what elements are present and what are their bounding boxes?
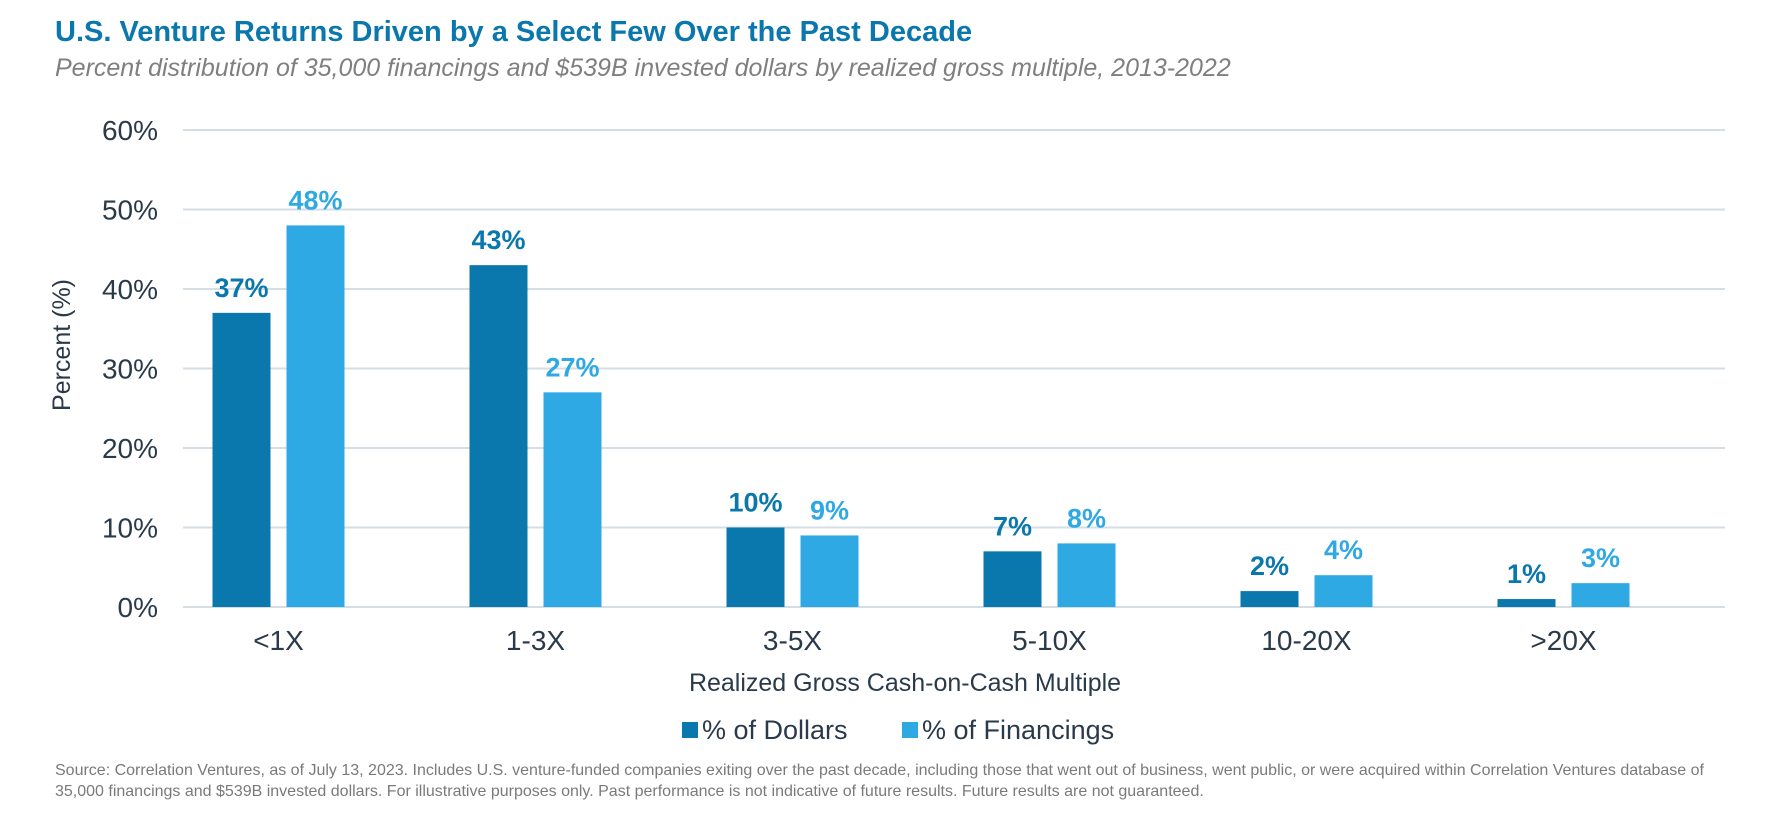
bar-dollars [469, 265, 528, 607]
bar-dollars [983, 551, 1042, 607]
legend-swatch-financings [902, 722, 918, 738]
data-label-financings: 27% [545, 352, 599, 382]
data-label-dollars: 2% [1250, 551, 1289, 581]
bar-dollars [1497, 599, 1556, 607]
chart-title: U.S. Venture Returns Driven by a Select … [55, 16, 973, 48]
data-label-financings: 3% [1581, 543, 1620, 573]
data-label-financings: 9% [810, 495, 849, 525]
bar-dollars [726, 527, 785, 607]
bar-financings [1571, 583, 1630, 607]
data-label-dollars: 7% [993, 511, 1032, 541]
x-tick-label: 3-5X [763, 625, 822, 656]
source-footnote: Source: Correlation Ventures, as of July… [55, 762, 1704, 800]
data-label-financings: 8% [1067, 503, 1106, 533]
y-tick-label: 60% [102, 115, 158, 146]
data-label-dollars: 37% [214, 273, 268, 303]
legend-label-financings: % of Financings [922, 715, 1114, 745]
y-tick-label: 10% [102, 513, 158, 544]
bar-financings [543, 392, 602, 607]
legend-swatch-dollars [682, 722, 698, 738]
bar-chart: 0% 10% 20% 30% 40% 50% 60% 37% 48% 43% 27% 10% 9% 7%… [48, 115, 1725, 745]
data-label-dollars: 10% [728, 488, 782, 518]
y-tick-label: 40% [102, 274, 158, 305]
bar-dollars [212, 312, 271, 607]
chart-subtitle: Percent distribution of 35,000 financing… [55, 54, 1231, 82]
bar-dollars [1240, 591, 1299, 607]
data-labels: 37% 48% 43% 27% 10% 9% 7% 8% 2% 4% 1% 3% [214, 185, 1620, 589]
bar-financings [800, 535, 859, 607]
bar-financings [286, 225, 345, 607]
x-axis-label: Realized Gross Cash-on-Cash Multiple [689, 669, 1121, 697]
x-tick-label: 5-10X [1012, 625, 1087, 656]
y-tick-label: 30% [102, 354, 158, 385]
x-axis-ticks: <1X 1-3X 3-5X 5-10X 10-20X >20X [253, 625, 1597, 656]
data-label-dollars: 1% [1507, 559, 1546, 589]
grid-lines [183, 129, 1725, 608]
x-tick-label: <1X [253, 625, 304, 656]
x-tick-label: >20X [1530, 625, 1596, 656]
y-tick-label: 20% [102, 433, 158, 464]
data-label-financings: 48% [288, 185, 342, 215]
legend: % of Dollars % of Financings [682, 715, 1114, 745]
data-label-financings: 4% [1324, 535, 1363, 565]
x-tick-label: 10-20X [1261, 625, 1352, 656]
bars [212, 225, 1630, 607]
bar-financings [1057, 543, 1116, 607]
bar-financings [1314, 575, 1373, 607]
x-tick-label: 1-3X [506, 625, 565, 656]
y-axis-label: Percent (%) [48, 279, 76, 411]
y-tick-label: 50% [102, 195, 158, 226]
y-tick-label: 0% [118, 592, 158, 623]
legend-label-dollars: % of Dollars [702, 715, 848, 745]
data-label-dollars: 43% [471, 225, 525, 255]
y-axis-ticks: 0% 10% 20% 30% 40% 50% 60% [102, 115, 158, 623]
